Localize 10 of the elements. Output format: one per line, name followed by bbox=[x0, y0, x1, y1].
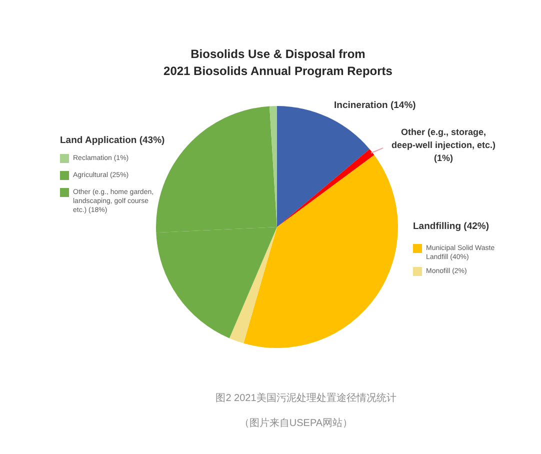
slice-label: Other (e.g., storage, deep-well injection, etc.) (1%) bbox=[390, 126, 497, 165]
slice-label: Incineration (14%) bbox=[334, 100, 416, 111]
caption: 图2 2021美国污泥处理处置途径情况统计 bbox=[214, 392, 398, 405]
text: Landfilling (42%) bbox=[413, 221, 489, 232]
text: Land Application (43%) bbox=[60, 135, 165, 146]
text: （图片来自USEPA网站） bbox=[238, 416, 354, 430]
pie-slice bbox=[244, 154, 398, 348]
pie-slice bbox=[229, 227, 277, 344]
chart-title: Biosolids Use & Disposal from 2021 Biosolids Annual Program Reports bbox=[162, 46, 394, 80]
pie-slice bbox=[277, 149, 374, 227]
